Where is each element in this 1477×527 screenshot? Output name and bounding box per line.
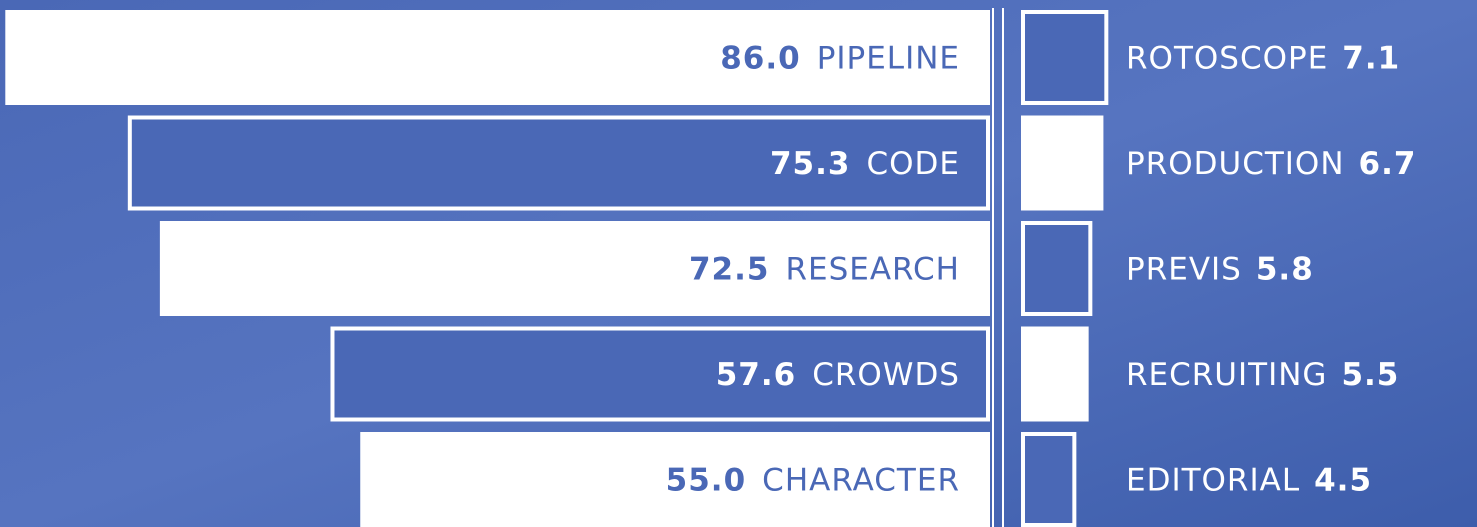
bar-label: PRODUCTION 6.7: [1126, 146, 1416, 182]
value-label: 4.5: [1314, 462, 1372, 498]
value-label: 86.0: [720, 40, 801, 76]
bar-label: EDITORIAL 4.5: [1126, 462, 1372, 498]
category-label: CROWDS: [812, 357, 960, 393]
bar: [330, 326, 991, 422]
bar: [1021, 326, 1089, 422]
bar: [159, 221, 990, 316]
bar-label: PREVIS 5.8: [1126, 251, 1314, 287]
value-label: 72.5: [689, 251, 770, 287]
bar: [1021, 221, 1093, 316]
value-label: 5.8: [1256, 251, 1314, 287]
bar-label: 86.0 PIPELINE: [720, 40, 960, 76]
bar-label: 55.0 CHARACTER: [666, 462, 960, 498]
value-label: 57.6: [716, 357, 797, 393]
value-label: 55.0: [666, 462, 747, 498]
bar: [360, 432, 990, 527]
value-label: 5.5: [1341, 357, 1399, 393]
bar-label: RECRUITING 5.5: [1126, 357, 1399, 393]
category-label: PIPELINE: [817, 40, 960, 76]
value-label: 7.1: [1342, 40, 1400, 76]
category-label: CHARACTER: [762, 462, 960, 498]
bar-label: ROTOSCOPE 7.1: [1126, 40, 1400, 76]
value-label: 6.7: [1359, 146, 1417, 182]
bar: [1021, 115, 1104, 211]
bar: [5, 10, 991, 105]
category-label: RECRUITING: [1126, 357, 1327, 393]
category-label: CODE: [866, 146, 960, 182]
bar: [127, 115, 990, 211]
bar: [1021, 10, 1109, 105]
category-label: ROTOSCOPE: [1126, 40, 1328, 76]
category-label: RESEARCH: [785, 251, 960, 287]
category-label: EDITORIAL: [1126, 462, 1300, 498]
category-label: PRODUCTION: [1126, 146, 1345, 182]
bar: [1021, 432, 1077, 527]
category-label: PREVIS: [1126, 251, 1242, 287]
bar-label: 72.5 RESEARCH: [689, 251, 960, 287]
bar-label: 75.3 CODE: [770, 146, 960, 182]
bar-label: 57.6 CROWDS: [716, 357, 960, 393]
value-label: 75.3: [770, 146, 851, 182]
